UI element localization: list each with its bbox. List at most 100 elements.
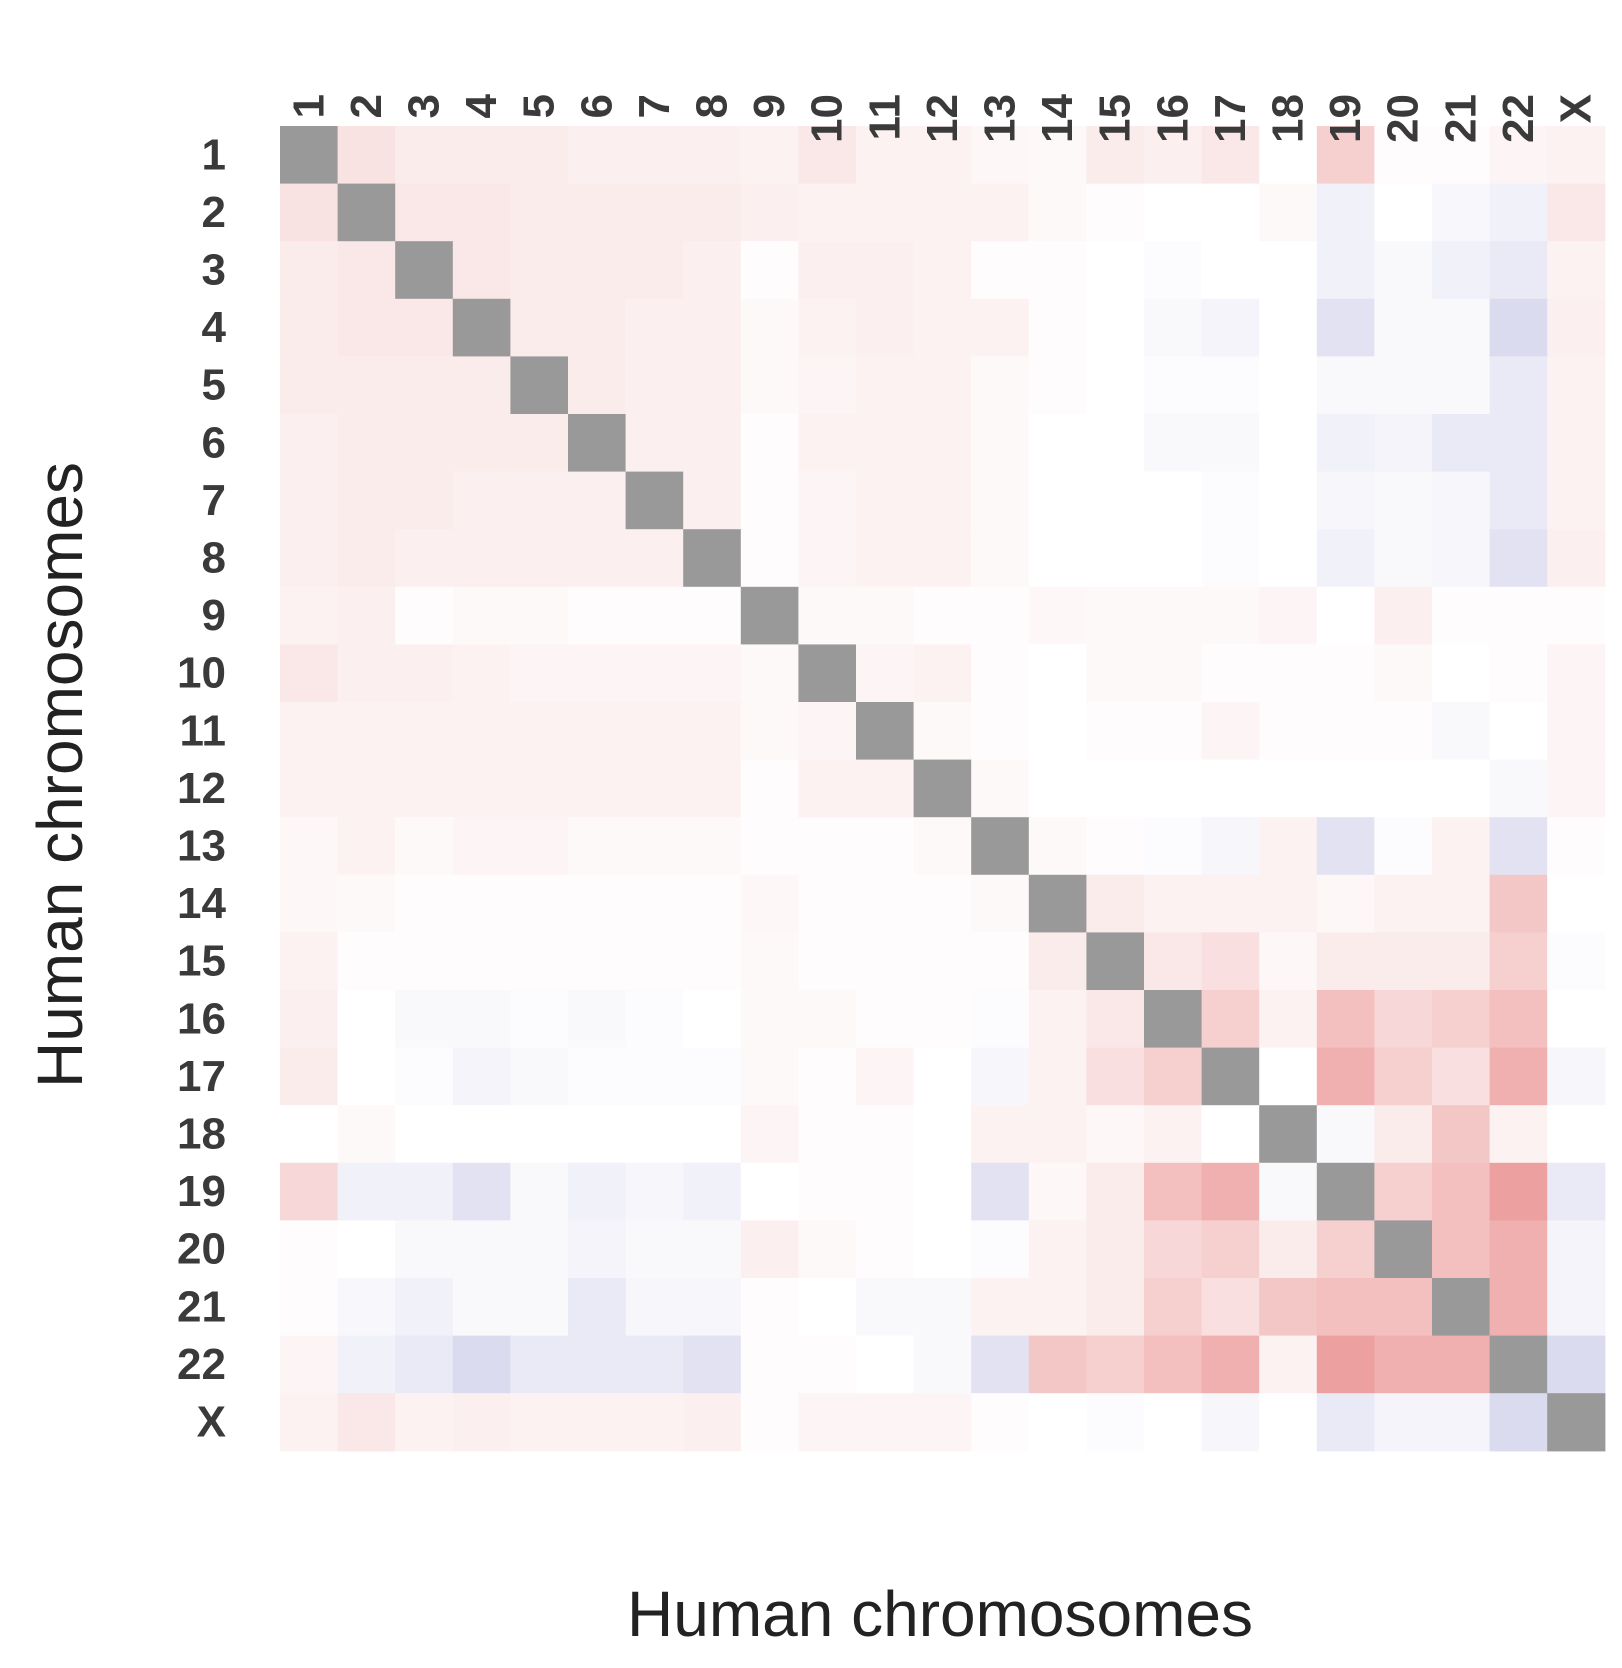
- heatmap-cell: [1144, 644, 1203, 703]
- heatmap-cell: [1144, 1105, 1203, 1164]
- heatmap-cell: [683, 1393, 742, 1452]
- heatmap-cell: [510, 1335, 569, 1394]
- heatmap-cell: [395, 644, 454, 703]
- heatmap-cell: [856, 1278, 915, 1337]
- heatmap-cell: [913, 817, 972, 876]
- heatmap-cell: [1144, 183, 1203, 242]
- heatmap-cell: [740, 126, 799, 185]
- heatmap-cell: [1374, 817, 1433, 876]
- heatmap-cell: [625, 759, 684, 818]
- heatmap-cell: [1432, 586, 1491, 645]
- y-tick-label: 20: [177, 1225, 226, 1274]
- diagonal-cell: [1086, 932, 1145, 991]
- heatmap-cell: [1432, 356, 1491, 415]
- x-tick-label: 22: [1494, 94, 1543, 143]
- heatmap-cell: [798, 356, 857, 415]
- heatmap-cell: [971, 356, 1030, 415]
- heatmap-cell: [1547, 529, 1606, 588]
- heatmap-cell: [913, 990, 972, 1049]
- heatmap-cell: [337, 1278, 396, 1337]
- heatmap-cell: [510, 183, 569, 242]
- heatmap-cell: [971, 644, 1030, 703]
- heatmap-cell: [1374, 932, 1433, 991]
- y-tick-label: 17: [177, 1052, 226, 1101]
- heatmap-cell: [1259, 817, 1318, 876]
- heatmap-cell: [625, 586, 684, 645]
- heatmap-cell: [568, 529, 627, 588]
- heatmap-cell: [1316, 529, 1375, 588]
- heatmap-cell: [971, 874, 1030, 933]
- x-tick-label: 15: [1091, 94, 1140, 143]
- heatmap-cell: [452, 241, 511, 300]
- heatmap-cell: [1086, 702, 1145, 761]
- y-tick-label: 8: [202, 534, 226, 583]
- heatmap-cell: [1028, 702, 1087, 761]
- heatmap-cell: [625, 356, 684, 415]
- heatmap-cell: [1028, 586, 1087, 645]
- heatmap-cell: [683, 1047, 742, 1106]
- heatmap-cell: [280, 183, 339, 242]
- heatmap-cell: [856, 529, 915, 588]
- heatmap-cell: [1489, 183, 1548, 242]
- heatmap-cell: [1201, 414, 1260, 473]
- heatmap-cell: [683, 1278, 742, 1337]
- heatmap-cell: [625, 414, 684, 473]
- heatmap-cell: [1028, 529, 1087, 588]
- x-tick-label: 6: [572, 94, 621, 118]
- y-tick-label: X: [197, 1398, 226, 1447]
- heatmap-cell: [1028, 759, 1087, 818]
- heatmap-cell: [856, 471, 915, 530]
- heatmap-cell: [1086, 759, 1145, 818]
- heatmap-cell: [1028, 1105, 1087, 1164]
- heatmap-cell: [971, 183, 1030, 242]
- heatmap-cell: [337, 1105, 396, 1164]
- heatmap-cell: [510, 1105, 569, 1164]
- heatmap-cell: [337, 759, 396, 818]
- heatmap-cell: [1374, 529, 1433, 588]
- heatmap-cell: [452, 644, 511, 703]
- heatmap-cell: [1547, 1162, 1606, 1221]
- heatmap-cell: [280, 1162, 339, 1221]
- heatmap-cell: [452, 990, 511, 1049]
- heatmap-cell: [683, 356, 742, 415]
- heatmap-cell: [1201, 298, 1260, 357]
- diagonal-cell: [683, 529, 742, 588]
- heatmap-cell: [1316, 241, 1375, 300]
- y-tick-label: 7: [202, 476, 226, 525]
- heatmap-cell: [1086, 529, 1145, 588]
- heatmap-cell: [1489, 356, 1548, 415]
- heatmap-cell: [1432, 874, 1491, 933]
- heatmap-cell: [740, 759, 799, 818]
- heatmap-cell: [1201, 183, 1260, 242]
- heatmap-cell: [1374, 1278, 1433, 1337]
- heatmap-cell: [510, 644, 569, 703]
- heatmap-cell: [1201, 1393, 1260, 1452]
- heatmap-cell: [1547, 1335, 1606, 1394]
- heatmap-cell: [1144, 356, 1203, 415]
- heatmap-cell: [913, 126, 972, 185]
- heatmap-cell: [510, 1220, 569, 1279]
- heatmap-cell: [1547, 932, 1606, 991]
- heatmap-cell: [395, 1220, 454, 1279]
- heatmap-cell: [1028, 644, 1087, 703]
- diagonal-cell: [452, 298, 511, 357]
- x-tick-label: 17: [1206, 94, 1255, 143]
- heatmap-cell: [740, 356, 799, 415]
- x-tick-label: 16: [1148, 94, 1197, 143]
- heatmap-cell: [1316, 471, 1375, 530]
- heatmap-cell: [1432, 990, 1491, 1049]
- heatmap-cell: [683, 183, 742, 242]
- heatmap-cell: [1086, 298, 1145, 357]
- heatmap-cell: [452, 1105, 511, 1164]
- heatmap-cell: [1086, 1162, 1145, 1221]
- heatmap-cell: [280, 990, 339, 1049]
- y-tick-label: 11: [179, 706, 226, 755]
- heatmap-cell: [625, 1335, 684, 1394]
- heatmap-cell: [913, 644, 972, 703]
- heatmap-cell: [971, 759, 1030, 818]
- heatmap-cell: [625, 1278, 684, 1337]
- heatmap-cell: [1028, 414, 1087, 473]
- heatmap-cell: [395, 586, 454, 645]
- x-tick-label: 14: [1033, 93, 1082, 142]
- heatmap-cell: [1374, 1162, 1433, 1221]
